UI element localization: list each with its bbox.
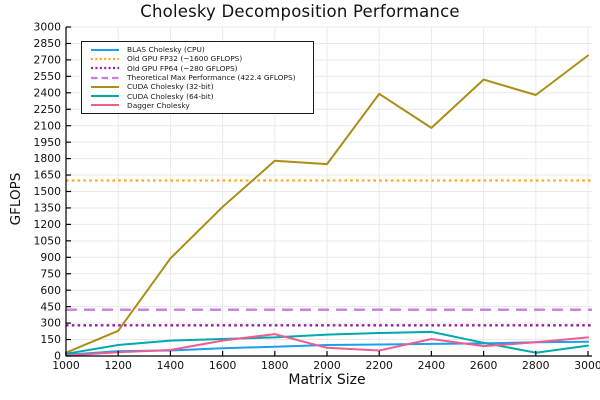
y-tick-label: 450 (40, 300, 61, 313)
y-tick-label: 0 (54, 350, 61, 363)
y-tick-label: 150 (40, 333, 61, 346)
legend-item: Old GPU FP64 (~280 GFLOPS) (90, 64, 307, 73)
y-tick-label: 2100 (34, 119, 62, 132)
legend-line-swatch (91, 67, 119, 70)
legend-line-swatch (91, 57, 119, 61)
legend-item-label: CUDA Cholesky (64-bit) (127, 91, 214, 101)
legend-item-label: CUDA Cholesky (32-bit) (127, 82, 214, 92)
x-tick-label: 1800 (261, 359, 289, 372)
x-tick-label: 3000 (574, 359, 600, 372)
x-axis-label: Matrix Size (288, 372, 366, 388)
y-tick-label: 1950 (34, 136, 62, 149)
y-tick-label: 1050 (34, 234, 62, 247)
x-tick-label: 1000 (52, 359, 80, 372)
y-tick-label: 3000 (34, 21, 62, 34)
legend-line-swatch (91, 76, 119, 79)
legend-item: Old GPU FP32 (~1600 GFLOPS) (90, 54, 307, 63)
x-tick-label: 2800 (522, 359, 550, 372)
x-tick-label: 2000 (313, 359, 341, 372)
legend-item-label: Old GPU FP32 (~1600 GFLOPS) (127, 54, 243, 64)
legend-line-swatch (91, 95, 119, 98)
legend-line-swatch (91, 48, 119, 51)
legend-item: CUDA Cholesky (32-bit) (90, 82, 307, 91)
y-tick-label: 600 (40, 284, 61, 297)
y-tick-label: 1500 (34, 185, 62, 198)
y-tick-label: 2850 (34, 37, 62, 50)
y-tick-label: 2400 (34, 86, 62, 99)
x-tick-label: 2600 (470, 359, 498, 372)
y-tick-label: 2250 (34, 103, 62, 116)
series-line-cuda-cholesky-32-bit- (65, 54, 589, 354)
x-tick-label: 1600 (209, 359, 237, 372)
y-axis-label: GFLOPS (8, 172, 24, 226)
legend-item-label: BLAS Cholesky (CPU) (127, 45, 205, 55)
legend-item: Theoretical Max Performance (422.4 GFLOP… (90, 73, 307, 82)
series-line-dagger-cholesky (65, 333, 589, 357)
axes: 0 150 300 450 600 750 900 1050 1200 1350 1500 1650 1… (34, 21, 600, 372)
series-lines (65, 54, 592, 357)
y-tick-label: 1650 (34, 169, 62, 182)
y-tick-label: 900 (40, 251, 61, 264)
legend-item-label: Dagger Cholesky (127, 100, 190, 110)
y-tick-label: 1800 (34, 152, 62, 165)
chart-title: Cholesky Decomposition Performance (140, 2, 460, 21)
y-tick-label: 2550 (34, 70, 62, 83)
legend-item: CUDA Cholesky (64-bit) (90, 91, 307, 101)
series-line-cuda-cholesky-64-bit- (65, 330, 589, 355)
legend-line-swatch (91, 85, 119, 88)
legend-item: BLAS Cholesky (CPU) (90, 45, 307, 54)
legend-item-label: Theoretical Max Performance (422.4 GFLOP… (127, 73, 296, 83)
x-tick-label: 2400 (418, 359, 446, 372)
y-tick-label: 300 (40, 317, 61, 330)
legend-item: Dagger Cholesky (90, 101, 307, 110)
y-tick-label: 1200 (34, 218, 62, 231)
y-tick-label: 1350 (34, 202, 62, 215)
legend-line-swatch (91, 104, 119, 107)
x-tick-label: 1200 (104, 359, 132, 372)
legend-box: BLAS Cholesky (CPU) Old GPU FP32 (~1600 G… (81, 41, 314, 115)
x-tick-label: 2200 (365, 359, 393, 372)
x-tick-label: 1400 (157, 359, 185, 372)
y-tick-label: 750 (40, 267, 61, 280)
legend-item-label: Old GPU FP64 (~280 GFLOPS) (127, 63, 238, 73)
y-tick-label: 2700 (34, 54, 62, 67)
